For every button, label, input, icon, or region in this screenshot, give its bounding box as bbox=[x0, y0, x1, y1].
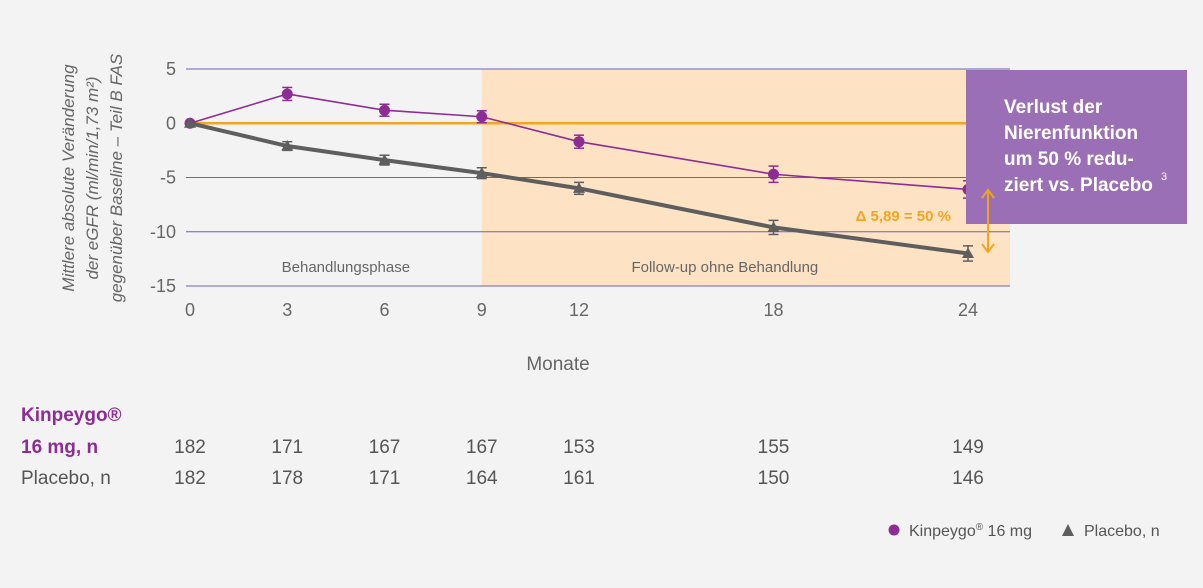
data-point-placebo bbox=[475, 167, 488, 178]
n-table-cell: 182 bbox=[174, 437, 206, 458]
y-axis-label-line: Mittlere absolute Veränderung bbox=[59, 64, 78, 292]
data-point-kinpeygo bbox=[379, 104, 390, 116]
data-point-kinpeygo bbox=[573, 136, 585, 148]
legend-marker-placebo bbox=[1062, 524, 1074, 536]
data-point-placebo bbox=[184, 117, 196, 128]
data-point-placebo bbox=[962, 247, 974, 258]
legend: Kinpeygo® 16 mg Placebo, n bbox=[888, 522, 1160, 540]
callout-text-line: Nierenfunktion bbox=[1004, 123, 1138, 144]
x-tick-label: 12 bbox=[569, 300, 589, 320]
n-table-cell: 149 bbox=[952, 437, 984, 458]
phase-label-treatment: Behandlungsphase bbox=[282, 259, 410, 276]
n-table-cell: 171 bbox=[271, 437, 303, 458]
data-point-placebo bbox=[573, 182, 585, 193]
delta-arrow-head-up bbox=[981, 188, 995, 199]
phase-label-followup: Follow-up ohne Behandlung bbox=[631, 259, 818, 276]
y-tick-label: 5 bbox=[166, 59, 176, 79]
legend-label-kinpeygo: Kinpeygo® 16 mg bbox=[909, 522, 1032, 540]
n-table-cell: 161 bbox=[563, 468, 595, 489]
series-placebo bbox=[184, 117, 974, 262]
n-table-cell: 150 bbox=[758, 468, 790, 489]
delta-label: Δ 5,89 = 50 % bbox=[856, 208, 951, 225]
data-point-placebo bbox=[378, 154, 391, 165]
y-tick-label: -5 bbox=[160, 168, 176, 188]
n-table-row-label: Kinpeygo® bbox=[21, 405, 122, 426]
y-tick-label: 0 bbox=[166, 113, 176, 133]
n-table: Kinpeygo® 16 mg, n Placebo, n 182 171 167 167 1… bbox=[21, 405, 984, 489]
x-tick-label: 3 bbox=[282, 300, 292, 320]
legend-marker-kinpeygo bbox=[888, 524, 900, 536]
x-tick-label: 24 bbox=[958, 300, 978, 320]
y-tick-label: -10 bbox=[150, 222, 176, 242]
callout-text-line: um 50 % redu- bbox=[1004, 149, 1134, 170]
delta-arrow-head-down bbox=[981, 243, 995, 254]
callout-background bbox=[966, 70, 1187, 224]
n-table-cell: 167 bbox=[369, 437, 401, 458]
y-tick-label: -15 bbox=[150, 276, 176, 296]
n-table-cell: 155 bbox=[758, 437, 790, 458]
n-table-row-label: Placebo, n bbox=[21, 468, 111, 489]
callout-box: Verlust der Nierenfunktion um 50 % redu-zi… bbox=[966, 70, 1187, 224]
data-point-placebo bbox=[281, 140, 294, 151]
y-axis-label-line: gegenüber Baseline – Teil B FAS bbox=[107, 53, 126, 302]
n-table-cell: 167 bbox=[466, 437, 498, 458]
series-kinpeygo bbox=[184, 86, 974, 199]
y-axis-label-line: der eGFR (ml/min/1,73 m²) bbox=[83, 76, 102, 279]
callout-superscript: 3 bbox=[1161, 171, 1167, 183]
x-tick-label: 6 bbox=[379, 300, 389, 320]
x-tick-label: 9 bbox=[477, 300, 487, 320]
n-table-cell: 164 bbox=[466, 468, 498, 489]
data-point-kinpeygo bbox=[476, 111, 488, 123]
plot-area: 5 0 -5 -10 -15 0 3 6 9 12 18 24 Monate Mittlere absol… bbox=[59, 53, 1010, 375]
x-tick-label: 18 bbox=[763, 300, 783, 320]
n-table-cell: 182 bbox=[174, 468, 206, 489]
data-point-kinpeygo bbox=[281, 88, 293, 100]
n-table-row-label: 16 mg, n bbox=[21, 437, 98, 458]
n-table-cell: 171 bbox=[369, 468, 401, 489]
legend-label-placebo: Placebo, n bbox=[1084, 523, 1160, 540]
x-axis-label: Monate bbox=[526, 354, 589, 375]
callout-text-line: Verlust der bbox=[1004, 97, 1103, 118]
delta-annotation: Δ 5,89 = 50 % bbox=[856, 188, 995, 254]
n-table-cell: 178 bbox=[271, 468, 303, 489]
data-point-kinpeygo bbox=[768, 168, 779, 180]
data-point-placebo bbox=[767, 221, 780, 232]
x-tick-label: 0 bbox=[185, 300, 195, 320]
callout-text-line: ziert vs. Placebo bbox=[1004, 175, 1153, 196]
n-table-cell: 153 bbox=[563, 437, 595, 458]
n-table-cell: 146 bbox=[952, 468, 984, 489]
